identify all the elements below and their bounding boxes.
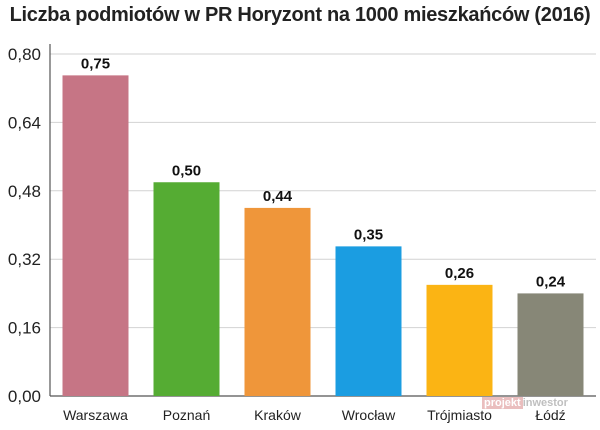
y-tick-label: 0,64 (8, 113, 41, 132)
bar (244, 207, 311, 396)
bars: 0,75 0,50 0,44 0,35 0,26 0,24 (62, 55, 584, 396)
x-tick-label: Warszawa (63, 407, 128, 423)
y-tick-label: 0,48 (8, 182, 41, 201)
x-tick-label: Trójmiasto (427, 407, 492, 423)
chart-title: Liczba podmiotów w PR Horyzont na 1000 m… (9, 4, 591, 26)
watermark-logo: projekt inwestor (482, 397, 568, 409)
bar (426, 284, 493, 396)
bar (153, 182, 220, 396)
data-label: 0,35 (354, 226, 383, 243)
data-label: 0,75 (81, 55, 110, 72)
data-label: 0,50 (172, 162, 201, 179)
x-axis: Warszawa Poznań Kraków Wrocław Trójmiasto Łód… (63, 407, 566, 423)
grid-lines (50, 53, 596, 397)
y-tick-label: 0,32 (8, 250, 41, 269)
data-label: 0,24 (536, 273, 566, 290)
y-tick-label: 0,80 (8, 45, 41, 64)
y-tick-label: 0,16 (8, 319, 41, 338)
bar (335, 246, 402, 396)
data-label: 0,44 (263, 188, 293, 205)
x-tick-label: Poznań (163, 407, 210, 423)
y-axis: 0,00 0,16 0,32 0,48 0,64 0,80 (8, 44, 51, 406)
x-tick-label: Wrocław (342, 407, 396, 423)
data-label: 0,26 (445, 265, 474, 282)
x-tick-label: Łódź (535, 407, 565, 423)
y-tick-label: 0,00 (8, 387, 41, 406)
bar (62, 75, 129, 396)
bar (517, 293, 584, 396)
x-tick-label: Kraków (254, 407, 302, 423)
